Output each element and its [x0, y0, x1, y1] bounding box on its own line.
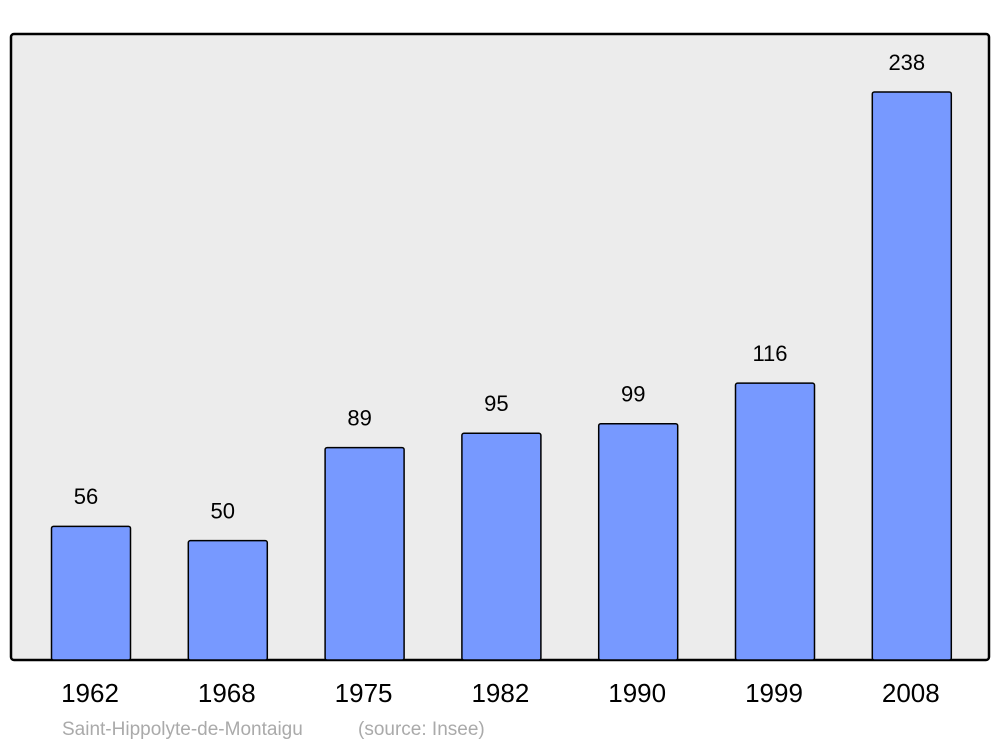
value-label: 95 — [484, 391, 508, 416]
value-label: 56 — [74, 484, 98, 509]
bar — [734, 382, 816, 661]
x-tick-label: 1962 — [61, 678, 119, 708]
x-tick-label: 1968 — [198, 678, 256, 708]
bar — [597, 422, 679, 661]
x-tick-label: 1990 — [608, 678, 666, 708]
bar — [187, 539, 269, 661]
bar — [461, 432, 542, 661]
bar — [50, 525, 132, 661]
x-tick-label: 1982 — [471, 678, 529, 708]
x-tick-label: 1975 — [335, 678, 393, 708]
x-tick-label: 1999 — [745, 678, 803, 708]
bar — [871, 91, 953, 661]
x-tick-label: 2008 — [882, 678, 940, 708]
caption: Saint-Hippolyte-de-Montaigu — [62, 719, 303, 740]
value-label: 238 — [888, 50, 925, 75]
value-label: 116 — [752, 341, 787, 366]
source: (source: Insee) — [358, 719, 485, 740]
bar — [324, 446, 405, 661]
value-label: 89 — [347, 405, 371, 430]
value-label: 50 — [211, 498, 235, 523]
value-label: 99 — [621, 382, 645, 407]
